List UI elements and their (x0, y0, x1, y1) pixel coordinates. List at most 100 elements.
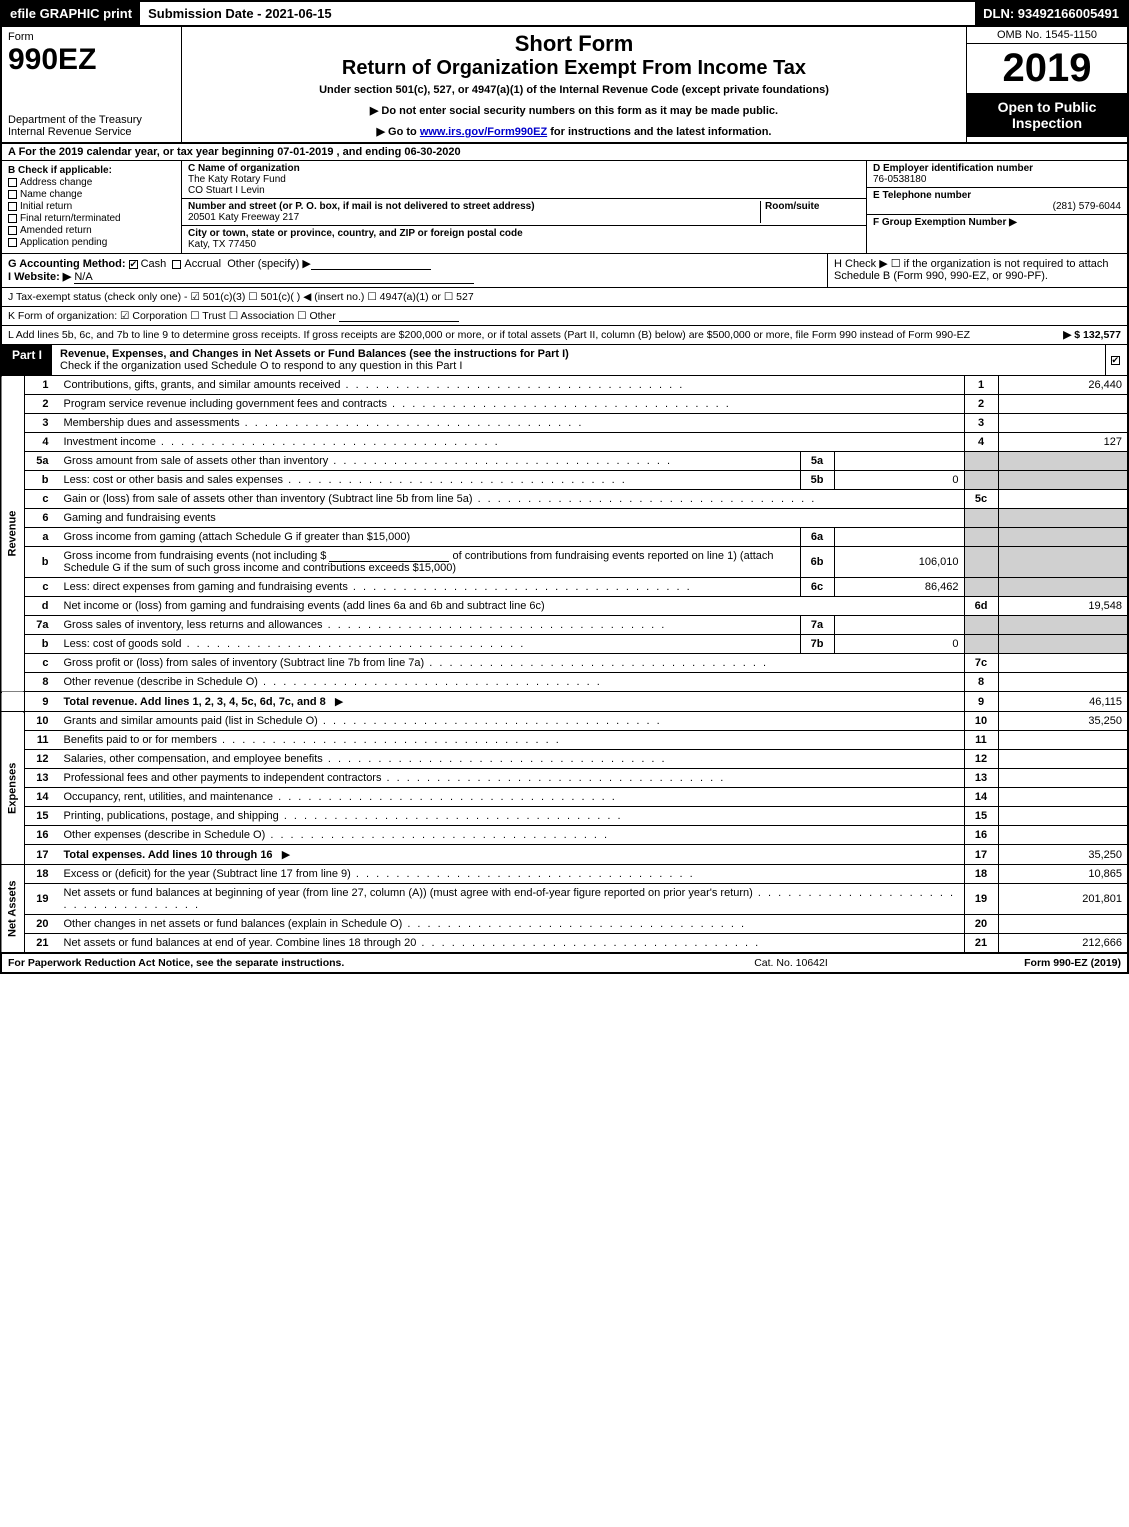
ln14-cn: 14 (964, 788, 998, 807)
ln14-desc: Occupancy, rent, utilities, and maintena… (59, 788, 965, 807)
ln12-cn: 12 (964, 750, 998, 769)
ln13-desc: Professional fees and other payments to … (59, 769, 965, 788)
bullet2-pre: Go to (388, 126, 420, 138)
c-city-label: City or town, state or province, country… (188, 228, 860, 239)
ln7c-desc: Gross profit or (loss) from sales of inv… (59, 654, 965, 673)
ln7a-desc: Gross sales of inventory, less returns a… (59, 616, 801, 635)
ln5c-num: c (25, 490, 59, 509)
ln14-cv (998, 788, 1128, 807)
chk-address-change[interactable] (8, 178, 17, 187)
ln6a-cn (964, 528, 998, 547)
k-other-input[interactable] (339, 310, 459, 322)
open-to-public: Open to Public Inspection (967, 93, 1127, 137)
ln16-num: 16 (25, 826, 59, 845)
h-schedule-b: H Check ▶ ☐ if the organization is not r… (827, 254, 1127, 287)
ln17-cn: 17 (964, 845, 998, 865)
ln8-cn: 8 (964, 673, 998, 692)
efile-print-label[interactable]: efile GRAPHIC print (2, 2, 140, 25)
chk-accrual[interactable] (172, 260, 181, 269)
ln21-cv: 212,666 (998, 934, 1128, 953)
ln5c-cv (998, 490, 1128, 509)
e-phone-value: (281) 579-6044 (873, 201, 1121, 212)
bullet-link: Go to www.irs.gov/Form990EZ for instruct… (190, 125, 958, 138)
dln-label: DLN: 93492166005491 (975, 2, 1127, 25)
ln6c-cn (964, 578, 998, 597)
ln13-cv (998, 769, 1128, 788)
ln6b-blank[interactable] (329, 550, 449, 562)
c-co-name: CO Stuart I Levin (188, 185, 860, 196)
ln7a-cv (998, 616, 1128, 635)
bullet2-post: for instructions and the latest informat… (550, 126, 771, 138)
ln19-num: 19 (25, 884, 59, 915)
c-org-name: The Katy Rotary Fund (188, 174, 860, 185)
ln6b-d1: Gross income from fundraising events (no… (64, 550, 327, 562)
ln8-num: 8 (25, 673, 59, 692)
row-g-h: G Accounting Method: Cash Accrual Other … (2, 254, 1127, 288)
lbl-accrual: Accrual (184, 258, 221, 270)
ln12-desc: Salaries, other compensation, and employ… (59, 750, 965, 769)
header-left: Form 990EZ Department of the Treasury In… (2, 27, 182, 142)
chk-cash[interactable] (129, 260, 138, 269)
ln7b-cn (964, 635, 998, 654)
ln4-desc: Investment income (59, 433, 965, 452)
omb-number: OMB No. 1545-1150 (967, 27, 1127, 44)
lbl-other: Other (specify) ▶ (227, 258, 311, 270)
chk-schedule-o-used[interactable] (1111, 356, 1120, 365)
top-bar: efile GRAPHIC print Submission Date - 20… (0, 0, 1129, 27)
line-l-amount: ▶ $ 132,577 (1001, 329, 1121, 341)
ln7b-cv (998, 635, 1128, 654)
box-c: C Name of organization The Katy Rotary F… (182, 161, 867, 253)
lbl-cash: Cash (141, 258, 167, 270)
ln2-num: 2 (25, 395, 59, 414)
ln9-cn: 9 (964, 692, 998, 712)
chk-name-change[interactable] (8, 190, 17, 199)
ln6c-num: c (25, 578, 59, 597)
part-1-tag: Part I (2, 345, 52, 375)
ln6b-sv: 106,010 (834, 547, 964, 578)
ln10-cv: 35,250 (998, 712, 1128, 731)
ln14-num: 14 (25, 788, 59, 807)
ln9-num: 9 (25, 692, 59, 712)
ln10-num: 10 (25, 712, 59, 731)
ln20-cv (998, 915, 1128, 934)
ln4-cv: 127 (998, 433, 1128, 452)
ln8-desc: Other revenue (describe in Schedule O) (59, 673, 965, 692)
ln6b-cn (964, 547, 998, 578)
line-l-text: L Add lines 5b, 6c, and 7b to line 9 to … (8, 329, 1001, 341)
lbl-address-change: Address change (20, 177, 92, 188)
ln3-cv (998, 414, 1128, 433)
line-k-text: K Form of organization: ☑ Corporation ☐ … (8, 310, 336, 322)
ln6-desc: Gaming and fundraising events (59, 509, 965, 528)
lbl-initial-return: Initial return (20, 201, 72, 212)
chk-initial-return[interactable] (8, 202, 17, 211)
title-return: Return of Organization Exempt From Incom… (190, 57, 958, 80)
ln18-cv: 10,865 (998, 865, 1128, 884)
title-short-form: Short Form (190, 31, 958, 57)
ln6d-cv: 19,548 (998, 597, 1128, 616)
box-b-title: B Check if applicable: (8, 165, 175, 176)
page-footer: For Paperwork Reduction Act Notice, see … (0, 953, 1129, 974)
ln1-cv: 26,440 (998, 376, 1128, 395)
ln17-cv: 35,250 (998, 845, 1128, 865)
c-room-label: Room/suite (765, 201, 819, 212)
ln7b-sn: 7b (800, 635, 834, 654)
irs-link[interactable]: www.irs.gov/Form990EZ (420, 126, 547, 138)
c-street-label: Number and street (or P. O. box, if mail… (188, 201, 760, 212)
ln15-cn: 15 (964, 807, 998, 826)
footer-cat-no: Cat. No. 10642I (661, 957, 921, 969)
ln4-cn: 4 (964, 433, 998, 452)
chk-amended-return[interactable] (8, 226, 17, 235)
g-other-input[interactable] (311, 258, 431, 270)
chk-final-return[interactable] (8, 214, 17, 223)
ln5a-sn: 5a (800, 452, 834, 471)
side-expenses: Expenses (1, 712, 25, 865)
ln15-cv (998, 807, 1128, 826)
ln11-cv (998, 731, 1128, 750)
ln15-num: 15 (25, 807, 59, 826)
ln5a-cn (964, 452, 998, 471)
chk-application-pending[interactable] (8, 238, 17, 247)
ln6b-cv (998, 547, 1128, 578)
ln3-desc: Membership dues and assessments (59, 414, 965, 433)
footer-paperwork: For Paperwork Reduction Act Notice, see … (8, 957, 661, 969)
header-mid: Short Form Return of Organization Exempt… (182, 27, 967, 142)
